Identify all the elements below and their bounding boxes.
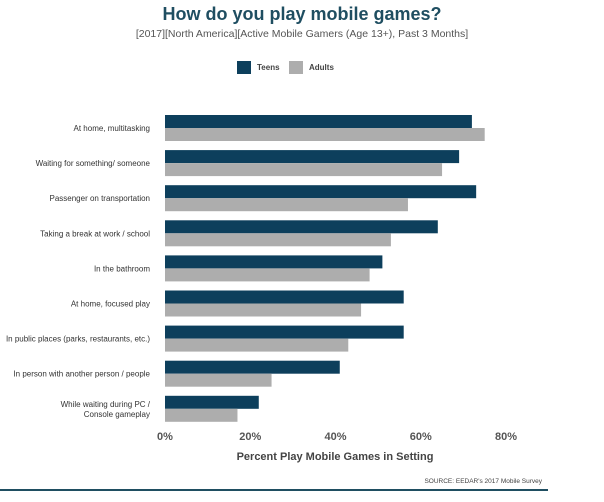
- x-tick-label-2: 40%: [324, 431, 346, 443]
- bar-adults-3: [165, 233, 391, 247]
- category-label-2: Passenger on transportation: [49, 194, 150, 203]
- category-label-0: At home, multitasking: [74, 124, 150, 133]
- legend-label-adults: Adults: [309, 63, 334, 72]
- bar-adults-4: [165, 268, 370, 282]
- category-label-4: In the bathroom: [94, 264, 150, 273]
- bar-adults-5: [165, 303, 362, 317]
- bar-teens-3: [165, 220, 438, 234]
- x-axis-title: Percent Play Mobile Games in Setting: [237, 451, 434, 463]
- source-note: SOURCE: EEDAR's 2017 Mobile Survey: [424, 478, 542, 485]
- bar-teens-1: [165, 150, 460, 164]
- category-label-6: In public places (parks, restaurants, et…: [6, 335, 150, 344]
- x-tick-label-4: 80%: [495, 431, 517, 443]
- bar-teens-0: [165, 115, 472, 128]
- bar-adults-6: [165, 338, 349, 352]
- bar-adults-8: [165, 408, 238, 422]
- category-label-3: Taking a break at work / school: [40, 229, 150, 238]
- category-label-8: While waiting during PC / Console gamepla…: [61, 400, 151, 419]
- chart-subtitle: [2017][North America][Active Mobile Game…: [135, 28, 469, 40]
- category-label-5: At home, focused play: [71, 300, 150, 309]
- bottom-rule: [0, 489, 548, 491]
- bar-teens-4: [165, 255, 383, 269]
- legend-swatch-teens: [237, 61, 251, 74]
- category-label-1: Waiting for something/ someone: [36, 159, 151, 168]
- bar-teens-8: [165, 395, 259, 409]
- bar-adults-7: [165, 373, 272, 387]
- bar-teens-5: [165, 290, 404, 304]
- x-tick-label-0: 0%: [157, 431, 173, 443]
- legend-label-teens: Teens: [257, 63, 280, 72]
- chart-title: How do you play mobile games?: [162, 4, 442, 24]
- legend-swatch-adults: [289, 61, 303, 74]
- bar-teens-7: [165, 360, 340, 374]
- bar-adults-0: [165, 128, 485, 141]
- x-tick-label-3: 60%: [410, 431, 432, 443]
- x-tick-label-1: 20%: [239, 431, 261, 443]
- bar-adults-2: [165, 198, 408, 212]
- bar-teens-6: [165, 325, 404, 339]
- bar-adults-1: [165, 163, 443, 177]
- bar-teens-2: [165, 185, 477, 199]
- category-label-7: In person with another person / people: [13, 370, 150, 379]
